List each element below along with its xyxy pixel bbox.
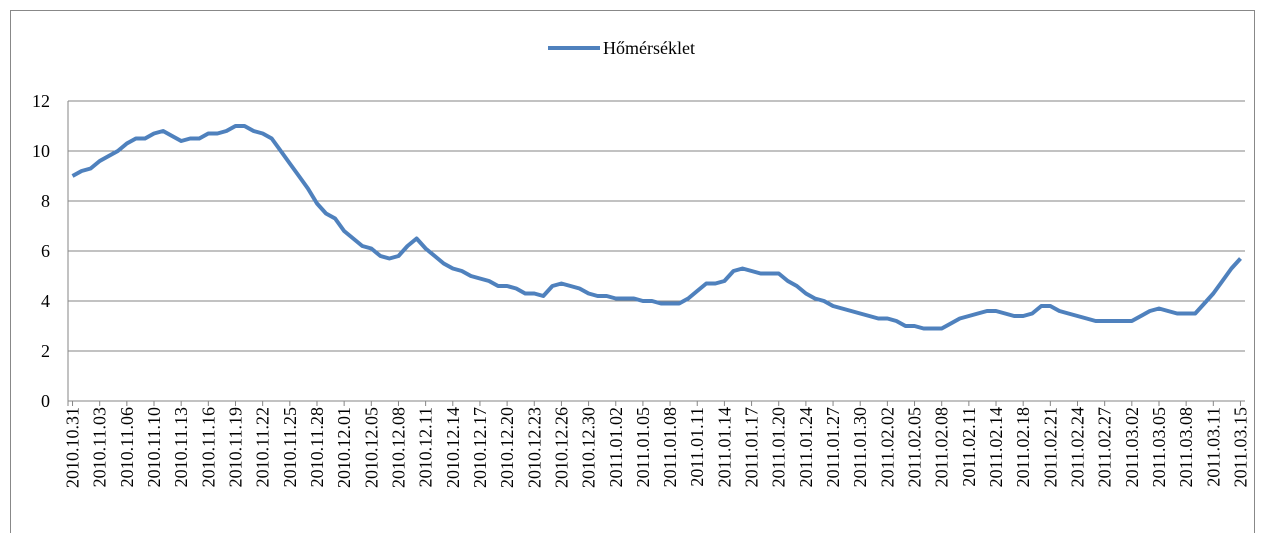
series-line (71, 124, 1242, 331)
x-tick-label: 2010.11.25 (280, 407, 300, 487)
x-tick-label: 2011.01.27 (823, 407, 843, 487)
x-tick-label: 2010.11.16 (198, 407, 218, 487)
y-tick-label: 6 (41, 241, 50, 261)
x-tick-label: 2010.11.13 (171, 407, 191, 487)
x-tick-label: 2011.02.24 (1068, 407, 1088, 487)
x-tick-label: 2011.02.27 (1095, 407, 1115, 487)
x-tick-label: 2011.02.21 (1040, 407, 1060, 487)
x-tick-label: 2011.02.11 (959, 407, 979, 487)
x-tick-label: 2011.03.02 (1122, 407, 1142, 487)
y-tick-label: 4 (41, 291, 50, 311)
x-tick-label: 2011.01.08 (660, 407, 680, 487)
x-tick-label: 2011.01.05 (633, 407, 653, 487)
x-tick-label: 2010.11.22 (253, 407, 273, 487)
x-tick-label: 2010.12.05 (361, 407, 381, 488)
x-tick-label: 2010.12.11 (416, 407, 436, 487)
y-tick-label: 8 (41, 191, 50, 211)
x-tick-label: 2010.11.06 (117, 407, 137, 487)
y-tick-label: 10 (32, 141, 50, 161)
legend-label: Hőmérséklet (603, 38, 695, 58)
x-tick-label: 2011.01.30 (850, 407, 870, 487)
x-tick-label: 2011.03.05 (1149, 407, 1169, 487)
x-tick-label: 2011.01.24 (796, 407, 816, 487)
x-tick-label: 2010.10.31 (63, 407, 83, 488)
y-tick-label: 2 (41, 341, 50, 361)
x-tick-label: 2011.03.11 (1203, 407, 1223, 487)
x-tick-label: 2011.02.18 (1013, 407, 1033, 487)
x-tick-label: 2011.02.02 (877, 407, 897, 487)
x-tick-label: 2010.12.23 (524, 407, 544, 488)
x-tick-label: 2010.12.17 (470, 407, 490, 488)
x-tick-label: 2011.01.02 (606, 407, 626, 487)
x-tick-label: 2011.01.20 (769, 407, 789, 487)
x-tick-label: 2010.12.26 (551, 407, 571, 488)
x-tick-label: 2011.01.17 (742, 407, 762, 487)
x-tick-label: 2010.11.10 (144, 407, 164, 487)
x-tick-label: 2010.12.20 (497, 407, 517, 488)
x-tick-label: 2010.11.28 (307, 407, 327, 487)
chart-frame (10, 10, 1255, 533)
y-tick-label: 12 (32, 91, 50, 111)
x-tick-label: 2011.01.14 (714, 407, 734, 487)
x-tick-label: 2010.12.01 (334, 407, 354, 488)
y-tick-label: 0 (41, 391, 50, 411)
x-tick-label: 2010.11.03 (90, 407, 110, 487)
x-tick-label: 2011.02.14 (986, 407, 1006, 487)
x-tick-label: 2010.12.08 (388, 407, 408, 488)
x-tick-label: 2011.01.11 (687, 407, 707, 487)
x-tick-label: 2011.03.15 (1230, 407, 1250, 487)
x-tick-label: 2010.11.19 (225, 407, 245, 487)
x-tick-label: 2011.02.05 (905, 407, 925, 487)
x-tick-label: 2011.03.08 (1176, 407, 1196, 487)
x-tick-label: 2010.12.14 (443, 407, 463, 488)
x-tick-label: 2011.02.08 (932, 407, 952, 487)
x-tick-label: 2010.12.30 (579, 407, 599, 488)
